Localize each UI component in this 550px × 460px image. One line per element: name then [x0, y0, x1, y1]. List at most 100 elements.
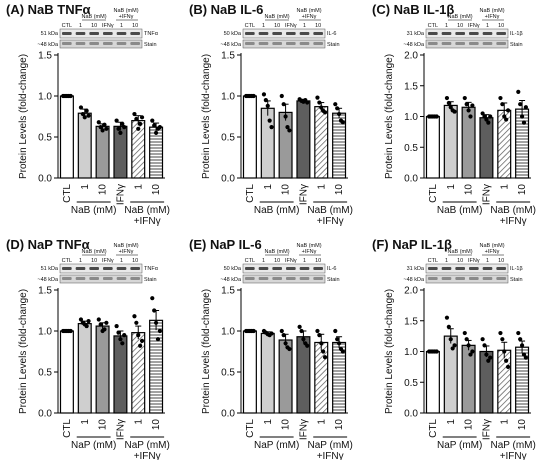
data-point — [283, 114, 288, 119]
x-tick-label: 1 — [499, 419, 510, 425]
data-point — [340, 349, 345, 354]
blot-lane-label: 1 — [262, 23, 265, 29]
blot-lane-label: 10 — [457, 23, 463, 29]
data-point — [523, 355, 528, 360]
blot-stain-band — [482, 42, 493, 45]
blot-stain-band — [103, 42, 113, 45]
y-tick-label: 1.0 — [221, 327, 235, 338]
blot-lane-label: CTL — [62, 258, 72, 264]
data-point — [488, 114, 493, 119]
y-tick-label: 2.0 — [404, 286, 418, 297]
blot-lane-label: 1 — [79, 23, 82, 29]
blot-stain-band — [272, 42, 282, 45]
data-point — [502, 114, 507, 119]
group-label: NaP (mM) +IFNγ — [124, 440, 169, 460]
data-point — [521, 352, 527, 357]
bar — [425, 115, 440, 179]
data-point — [116, 126, 121, 131]
chart-panel: (B) NaB IL-6 0.0 0.5 1.0 1.5 Protein Levels (… — [189, 2, 353, 227]
data-point — [118, 337, 123, 342]
data-point — [283, 341, 288, 346]
data-point — [153, 130, 159, 135]
data-point — [484, 117, 489, 122]
y-tick-label: 0.5 — [221, 133, 235, 144]
blot-band — [299, 32, 310, 35]
blot-lane-label: 10 — [457, 258, 463, 264]
data-point — [505, 364, 511, 369]
data-point — [68, 93, 73, 99]
data-point — [157, 328, 162, 334]
y-tick-label: 0.0 — [38, 409, 52, 420]
data-point — [336, 341, 342, 346]
blot-target-strip — [425, 28, 509, 39]
data-point — [251, 93, 256, 99]
data-point — [139, 338, 145, 343]
y-tick-label: 1.0 — [38, 92, 52, 103]
blot-lane-label: 10 — [91, 258, 97, 264]
blot-stain-band — [286, 42, 296, 45]
x-tick-label: IFNγ — [298, 419, 309, 440]
blot-stain-band — [116, 277, 127, 280]
blot-stain-label: Stain — [144, 42, 157, 48]
bar — [479, 117, 494, 179]
blot-kda-label: 50 kDa — [224, 31, 242, 37]
data-point — [452, 343, 457, 348]
blot-band — [272, 267, 282, 270]
data-point — [466, 108, 471, 113]
x-tick-label: 10 — [334, 419, 345, 431]
data-point — [150, 118, 155, 123]
data-point — [285, 125, 290, 130]
group-label: NaB (mM) — [71, 205, 117, 216]
bar — [443, 104, 458, 179]
x-tick-label: IFNγ — [298, 184, 309, 205]
data-point — [340, 120, 345, 125]
data-point — [333, 102, 338, 107]
blot-band — [245, 32, 255, 35]
x-tick-label: IFNγ — [115, 184, 126, 205]
bar — [242, 95, 257, 179]
chart-panel: (F) NaP IL-1β 0.0 0.5 1.0 1.5 2.0 Protein Leve… — [372, 237, 536, 460]
x-tick-label: CTL — [428, 419, 439, 438]
data-point — [319, 341, 324, 346]
data-point — [96, 317, 101, 322]
data-point — [118, 130, 123, 135]
bar — [296, 100, 311, 179]
chart-panel: (D) NaP TNFα 0.0 0.5 1.0 1.5 Protein Levels (… — [6, 237, 170, 460]
data-point — [269, 331, 274, 336]
data-point — [434, 114, 439, 119]
y-axis-label: Protein Levels (fold-change) — [201, 54, 212, 179]
blot-band — [116, 267, 127, 270]
data-point — [498, 95, 503, 101]
data-point — [504, 117, 509, 122]
y-tick-label: 1.0 — [404, 112, 418, 123]
data-point — [96, 120, 101, 125]
blot-lane-label: IFNγ — [285, 258, 297, 264]
blot-stain-band — [441, 277, 452, 280]
x-tick-label: 10 — [517, 419, 528, 431]
y-tick-label: 1.0 — [221, 92, 235, 103]
data-point — [519, 343, 525, 348]
data-point — [114, 323, 119, 329]
x-tick-label: CTL — [428, 184, 439, 203]
blot-lane-label: 1 — [79, 258, 82, 264]
bar — [77, 112, 92, 179]
group-label: NaB (mM) — [437, 205, 483, 216]
x-tick-label: 10 — [517, 184, 528, 196]
y-tick-label: 1.5 — [38, 286, 52, 297]
data-point — [444, 95, 450, 101]
blot-stain-band — [130, 277, 140, 280]
blot-target-label: IL-1β — [510, 266, 523, 272]
panel-title: (F) NaP IL-1β — [372, 237, 452, 252]
x-tick-label: 10 — [151, 184, 162, 196]
data-point — [104, 320, 109, 325]
data-point — [301, 337, 306, 342]
data-point — [317, 333, 322, 338]
bar — [131, 332, 146, 414]
x-tick-label: 1 — [80, 419, 91, 425]
blot-band — [258, 32, 269, 35]
data-point — [333, 328, 338, 334]
x-tick-label: 10 — [464, 419, 475, 431]
y-tick-label: 0.5 — [38, 368, 52, 379]
blot-header: NaB (mM) +IFNγ — [296, 8, 321, 20]
blot-target-label: IL-1β — [510, 31, 523, 37]
